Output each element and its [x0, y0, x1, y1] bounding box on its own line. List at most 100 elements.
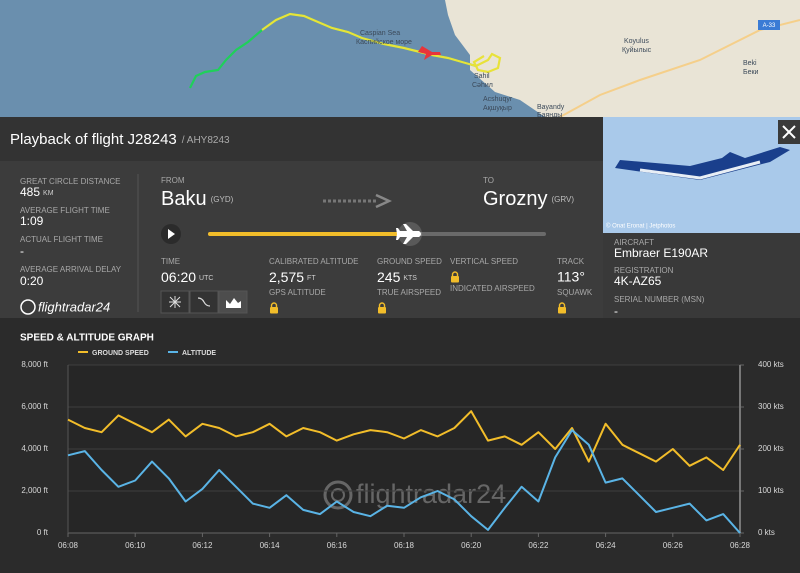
field-sub: SQUAWK: [557, 288, 593, 297]
from: Baku (GYD): [161, 188, 234, 210]
field-sub: TRUE AIRSPEED: [377, 288, 441, 297]
stat-value: 485 KM: [20, 185, 54, 199]
map-label: Ақшуқыр: [483, 105, 512, 112]
toggle-icon[interactable]: [169, 296, 181, 308]
legend-label: GROUND SPEED: [92, 350, 149, 357]
land: [445, 0, 800, 117]
play-icon[interactable]: [168, 229, 175, 239]
map[interactable]: Caspian Sea Каспийское море Koyulus Қуйы…: [0, 0, 800, 119]
stat-unit: KM: [43, 190, 54, 197]
x-tick-label: 06:08: [58, 541, 79, 550]
y-tick-label: 6,000 ft: [21, 402, 48, 411]
to-city: Grozny: [483, 188, 547, 210]
field-unit: FT: [307, 275, 316, 282]
watermark-icon: [331, 488, 345, 502]
toggle-icon[interactable]: [197, 297, 211, 307]
x-tick-label: 06:14: [260, 541, 281, 550]
map-label: Koyulus: [624, 38, 649, 45]
x-tick-label: 06:16: [327, 541, 348, 550]
toggle-icon[interactable]: [226, 298, 241, 308]
legend-label: ALTITUDE: [182, 350, 216, 357]
field-value: 06:20 UTC: [161, 269, 213, 285]
x-tick-label: 06:20: [461, 541, 482, 550]
aircraft-value: -: [614, 304, 618, 318]
field-label: GROUND SPEED: [377, 257, 442, 266]
callsign: / AHY8243: [182, 135, 230, 146]
plot: 0 ft 2,000 ft 4,000 ft 6,000 ft 8,000 ft 0 kt…: [21, 350, 783, 550]
field-unit: UTC: [199, 275, 213, 282]
y-tick-label: 4,000 ft: [21, 444, 48, 453]
y2-tick-label: 400 kts: [758, 360, 784, 369]
stat-value: -: [20, 244, 24, 258]
map-label: Қуйылыс: [622, 46, 652, 54]
aircraft-label: REGISTRATION: [614, 266, 674, 275]
field-sub: GPS ALTITUDE: [269, 288, 326, 297]
map-label: Caspian Sea: [360, 30, 400, 37]
header-bar: [0, 117, 603, 161]
x-tick-label: 06:12: [192, 541, 213, 550]
series-line: [67, 410, 741, 471]
stat-value: 1:09: [20, 214, 44, 228]
field-label: TRACK: [557, 257, 585, 266]
stat-label: AVERAGE FLIGHT TIME: [20, 206, 110, 215]
info-panel: [0, 161, 603, 318]
close-icon[interactable]: [782, 125, 796, 139]
progress-plane[interactable]: [396, 224, 421, 244]
aircraft-value: Embraer E190AR: [614, 246, 708, 260]
map-label: Беки: [743, 69, 759, 76]
route-arrow-head: [375, 193, 392, 209]
plane-marker[interactable]: [418, 46, 441, 60]
field-label: CALIBRATED ALTITUDE: [269, 257, 359, 266]
field-value: 2,575 FT: [269, 269, 316, 285]
field-value: 113°: [557, 269, 585, 285]
logo: flightradar24: [38, 299, 110, 314]
y2-tick-label: 0 kts: [758, 528, 775, 537]
field-value: 245 KTS: [377, 269, 417, 285]
stat-value: 0:20: [20, 274, 44, 288]
aircraft-value: 4K-AZ65: [614, 274, 662, 288]
map-label: Баянды: [537, 112, 562, 119]
flight-title: Playback of flight J28243 / AHY8243: [10, 131, 230, 148]
field-number: 06:20: [161, 269, 196, 285]
map-label: Sahil: [474, 73, 490, 80]
close-button[interactable]: [778, 120, 800, 144]
title: Playback of flight J28243: [10, 131, 177, 148]
y2-tick-label: 200 kts: [758, 444, 784, 453]
aircraft-label: AIRCRAFT: [614, 238, 654, 247]
aircraft-stripe: [639, 160, 761, 180]
play-button[interactable]: [161, 224, 181, 244]
map-label: Bayandy: [537, 104, 565, 111]
graph-title: SPEED & ALTITUDE GRAPH: [20, 333, 154, 344]
from-code: (GYD): [211, 195, 234, 204]
map-label: Каспийское море: [356, 38, 412, 46]
y2-tick-label: 100 kts: [758, 486, 784, 495]
stat-number: 485: [20, 185, 40, 199]
map-label: Сәһил: [472, 81, 493, 89]
field-number: 2,575: [269, 269, 304, 285]
view-toggle[interactable]: [160, 290, 248, 314]
photo-credit: © Onat Eronat | Jetphotos: [606, 223, 675, 230]
field-label: TIME: [161, 257, 180, 266]
field-number: 245: [377, 269, 401, 285]
aircraft-label: SERIAL NUMBER (MSN): [614, 295, 705, 304]
to: Grozny (GRV): [483, 188, 574, 210]
y-tick-label: 2,000 ft: [21, 486, 48, 495]
y-tick-label: 0 ft: [37, 528, 49, 537]
x-tick-label: 06:26: [663, 541, 684, 550]
field-label: VERTICAL SPEED: [450, 257, 518, 266]
stat-label: AVERAGE ARRIVAL DELAY: [20, 265, 122, 274]
from-city: Baku: [161, 188, 207, 210]
logo-icon: [20, 299, 36, 315]
y-tick-label: 8,000 ft: [21, 360, 48, 369]
aircraft-panel: [603, 233, 800, 318]
road-shield: [758, 20, 780, 30]
x-tick-label: 06:18: [394, 541, 415, 550]
road-label: A-33: [763, 23, 776, 29]
stat-label: GREAT CIRCLE DISTANCE: [20, 177, 120, 186]
series-line: [67, 429, 741, 534]
to-code: (GRV): [551, 195, 574, 204]
field-sub: INDICATED AIRSPEED: [450, 284, 535, 293]
field-unit: KTS: [403, 275, 417, 282]
to-label: TO: [483, 176, 494, 185]
